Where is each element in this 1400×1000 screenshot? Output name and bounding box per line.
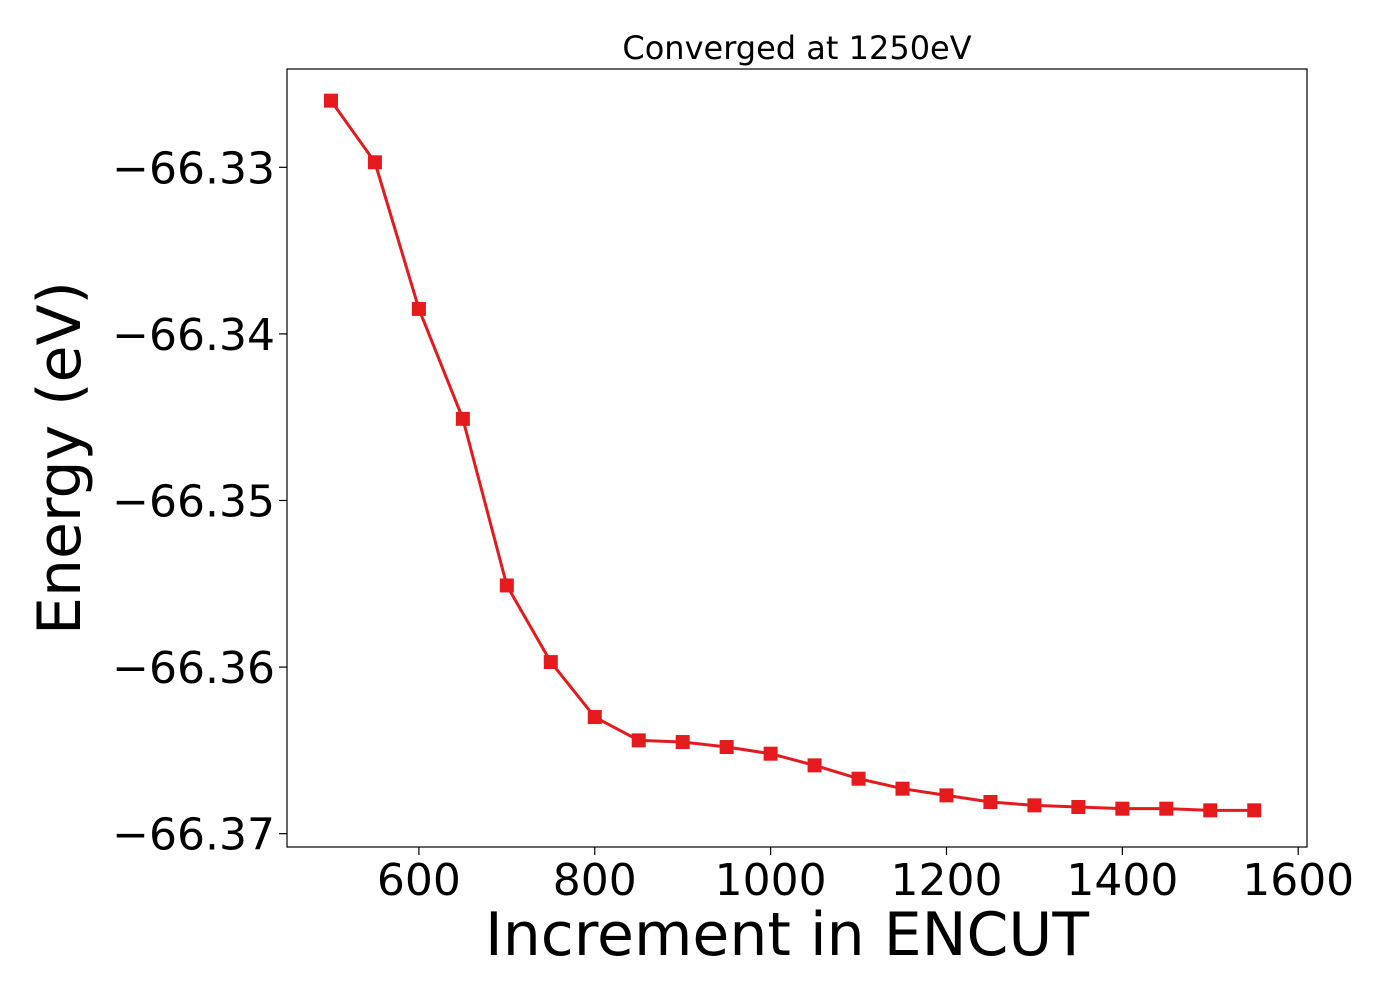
y-tick-label: −66.37 — [112, 810, 275, 861]
data-point — [543, 655, 558, 670]
y-ticks: −66.37 −66.36 −66.35 −66.34 −66.33 — [112, 143, 287, 861]
data-point — [983, 795, 998, 810]
data-point — [851, 771, 866, 786]
axes-group — [286, 68, 1308, 848]
data-point — [1071, 800, 1086, 815]
data-point — [411, 301, 426, 316]
data-point — [631, 733, 646, 748]
data-point — [1159, 801, 1174, 816]
x-axis-label: Increment in ENCUT — [485, 900, 1089, 970]
data-point — [1027, 798, 1042, 813]
x-tick-label: 1000 — [715, 855, 827, 906]
x-tick-label: 800 — [553, 855, 637, 906]
chart-title: Converged at 1250eV — [622, 29, 971, 67]
y-tick-label: −66.36 — [112, 643, 275, 694]
data-point — [455, 411, 470, 426]
data-point — [1203, 803, 1218, 818]
data-point — [1115, 801, 1130, 816]
x-tick-label: 1600 — [1242, 855, 1354, 906]
data-point — [1247, 803, 1262, 818]
series-line — [329, 99, 1255, 812]
data-point — [807, 758, 822, 773]
y-tick-label: −66.34 — [112, 310, 275, 361]
y-tick-label: −66.35 — [112, 476, 275, 527]
x-tick-label: 1400 — [1066, 855, 1178, 906]
x-tick-label: 600 — [377, 855, 461, 906]
plot-frame — [286, 68, 1308, 848]
data-point — [939, 788, 954, 803]
y-axis-label: Energy (eV) — [25, 281, 95, 635]
x-ticks: 600 800 1000 1200 1400 1600 — [377, 847, 1354, 906]
data-point — [675, 735, 690, 750]
data-point — [499, 578, 514, 593]
data-point — [367, 155, 382, 170]
x-tick-label: 1200 — [890, 855, 1002, 906]
data-point — [587, 710, 602, 725]
data-point — [895, 781, 910, 796]
data-point — [719, 740, 734, 755]
data-point — [763, 746, 778, 761]
data-point — [323, 93, 338, 108]
series-group — [323, 93, 1262, 818]
y-tick-label: −66.33 — [112, 143, 275, 194]
